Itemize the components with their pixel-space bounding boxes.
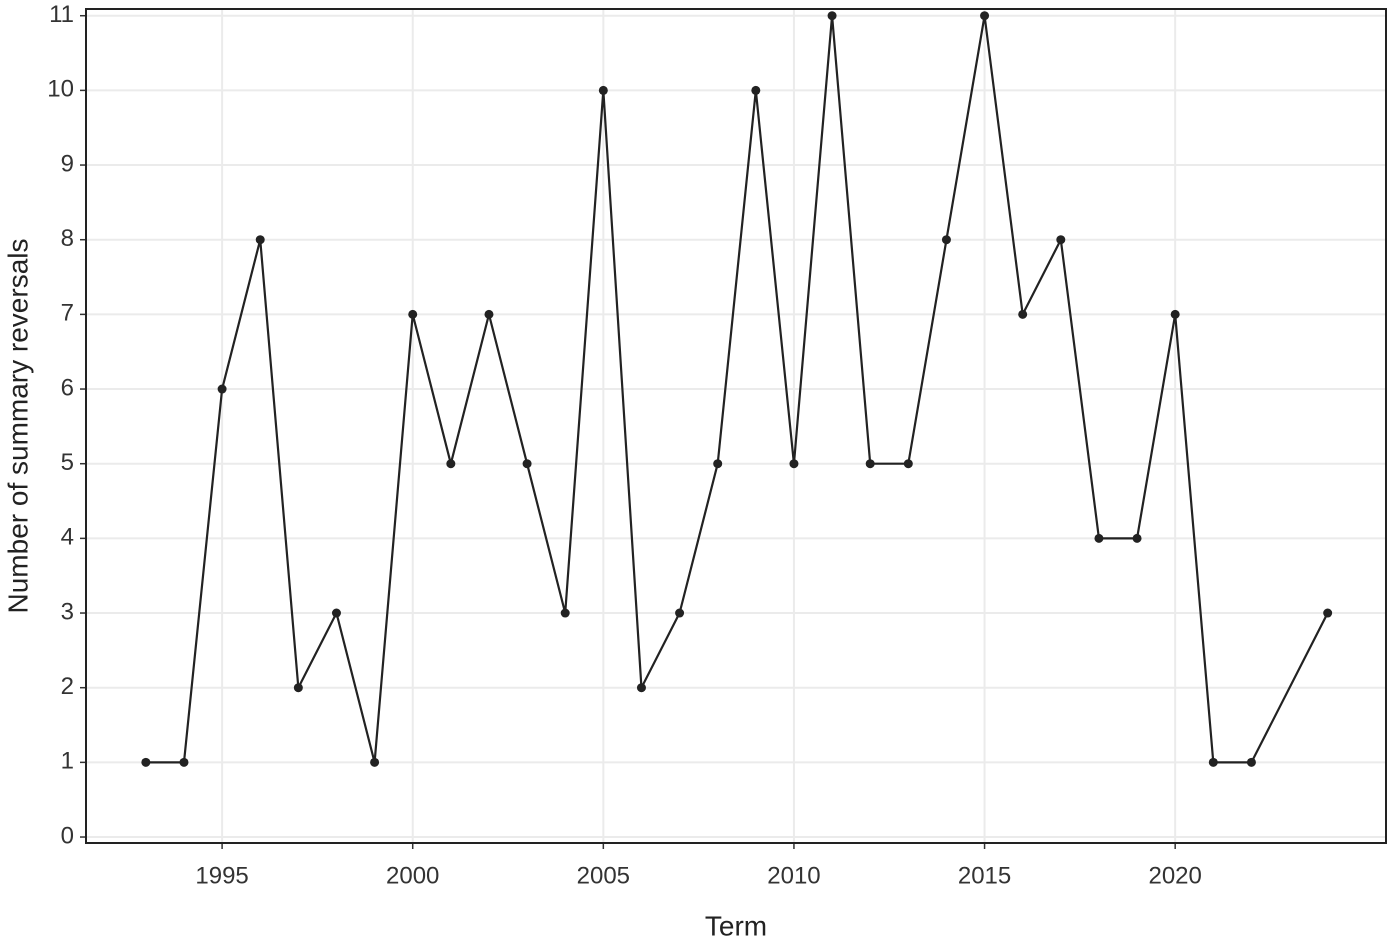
y-tick-label: 4: [61, 524, 74, 551]
y-axis-title: Number of summary reversals: [2, 239, 33, 614]
y-tick-label: 6: [61, 374, 74, 401]
point: [484, 309, 494, 319]
x-tick-label: 2015: [958, 862, 1011, 889]
y-tick-label: 7: [61, 300, 74, 327]
point: [217, 384, 227, 394]
y-tick-label: 3: [61, 598, 74, 625]
point: [1094, 533, 1104, 543]
point: [789, 459, 799, 469]
point: [408, 309, 418, 319]
point: [941, 235, 951, 245]
x-tick-label: 2010: [767, 862, 820, 889]
point: [179, 757, 189, 767]
point: [903, 459, 913, 469]
x-tick-label: 2020: [1148, 862, 1201, 889]
point: [675, 608, 685, 618]
point: [713, 459, 723, 469]
point: [827, 11, 837, 21]
point: [293, 683, 303, 693]
y-tick-label: 10: [47, 76, 74, 103]
point: [522, 459, 532, 469]
point: [370, 757, 380, 767]
y-tick-label: 5: [61, 449, 74, 476]
point: [1323, 608, 1333, 618]
point: [331, 608, 341, 618]
x-axis-title: Term: [705, 910, 767, 941]
point: [1056, 235, 1066, 245]
point: [560, 608, 570, 618]
point: [980, 11, 990, 21]
x-tick-label: 2000: [386, 862, 439, 889]
y-tick-label: 0: [61, 822, 74, 849]
point: [1208, 757, 1218, 767]
point: [751, 85, 761, 95]
point: [1246, 757, 1256, 767]
point: [446, 459, 456, 469]
x-tick-label: 2005: [577, 862, 630, 889]
point: [636, 683, 646, 693]
y-tick-label: 8: [61, 225, 74, 252]
point: [865, 459, 875, 469]
point: [1170, 309, 1180, 319]
y-tick-label: 9: [61, 150, 74, 177]
x-tick-label: 1995: [195, 862, 248, 889]
y-tick-label: 1: [61, 748, 74, 775]
y-tick-label: 2: [61, 673, 74, 700]
plot-frame: [85, 8, 1387, 844]
point: [1132, 533, 1142, 543]
point: [1018, 309, 1028, 319]
point: [141, 757, 151, 767]
point: [255, 235, 265, 245]
y-tick-label: 11: [49, 1, 74, 28]
point: [598, 85, 608, 95]
